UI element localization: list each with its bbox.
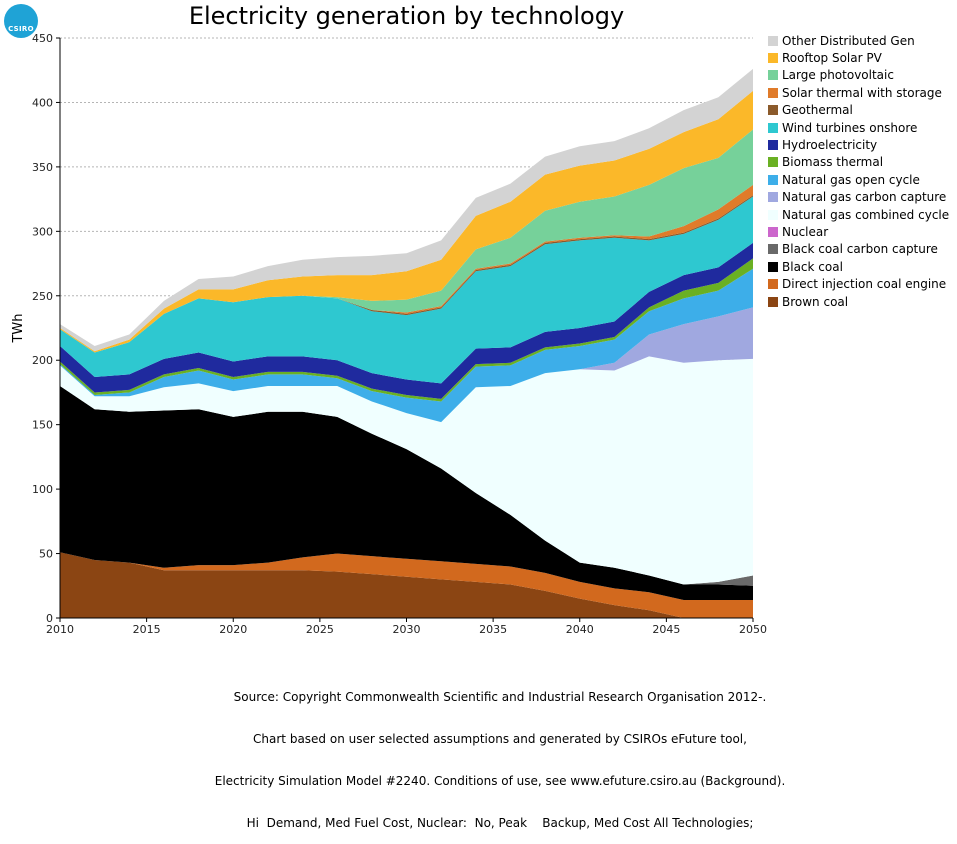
legend-label: Black coal [782,259,843,274]
legend-swatch [768,122,778,133]
logo-text: CSIRO [8,25,34,33]
legend-swatch [768,87,778,98]
legend-item: Natural gas carbon capture [768,189,956,206]
legend-label: Brown coal [782,294,849,309]
y-tick-label: 300 [32,225,53,238]
chart-area: 0 50 100 150 200 250 300 350 400 450 2010 2015 2020 2… [11,32,767,636]
x-tick-label: 2040 [566,623,594,636]
legend-swatch [768,209,778,220]
x-tick-label: 2025 [306,623,334,636]
area-series-8 [60,268,753,423]
legend-item: Other Distributed Gen [768,32,956,49]
legend-swatch [768,70,778,81]
y-axis-label: TWh [11,313,26,343]
source-line-4: Hi Demand, Med Fuel Cost, Nuclear: No, P… [246,816,754,830]
y-tick-label: 0 [46,612,53,625]
csiro-logo: CSIRO [4,4,38,38]
legend-swatch [768,226,778,237]
legend-item: Geothermal [768,102,956,119]
legend-swatch [768,53,778,64]
legend-label: Natural gas open cycle [782,172,920,187]
legend-label: Wind turbines onshore [782,120,918,135]
legend-label: Geothermal [782,103,853,118]
x-tick-label: 2045 [652,623,680,636]
legend-item: Brown coal [768,293,956,310]
legend-label: Nuclear [782,224,829,239]
legend-label: Natural gas carbon capture [782,190,947,205]
x-tick-label: 2020 [219,623,247,636]
x-tick-label: 2010 [46,623,74,636]
legend-item: Natural gas combined cycle [768,206,956,223]
legend-item: Large photovoltaic [768,67,956,84]
legend-item: Biomass thermal [768,154,956,171]
source-line-1: Source: Copyright Commonwealth Scientifi… [233,690,767,704]
legend-item: Direct injection coal engine [768,275,956,292]
legend-swatch [768,157,778,168]
legend-swatch [768,261,778,272]
legend-label: Biomass thermal [782,155,884,170]
y-tick-label: 100 [32,483,53,496]
legend-swatch [768,296,778,307]
legend-item: Black coal carbon capture [768,241,956,258]
legend: Other Distributed Gen Rooftop Solar PV Lar… [768,32,956,310]
source-line-2: Chart based on user selected assumptions… [253,732,747,746]
area-series-6 [60,356,753,585]
legend-item: Hydroelectricity [768,136,956,153]
area-series-16 [60,68,753,352]
x-tick-label: 2015 [133,623,161,636]
source-note: Source: Copyright Commonwealth Scientifi… [170,662,830,844]
x-tick-label: 2030 [393,623,421,636]
legend-label: Hydroelectricity [782,138,878,153]
y-tick-label: 350 [32,161,53,174]
y-tick-label: 250 [32,290,53,303]
legend-item: Wind turbines onshore [768,119,956,136]
legend-swatch [768,105,778,116]
legend-item: Black coal [768,258,956,275]
legend-swatch [768,279,778,290]
x-tick-label: 2050 [739,623,767,636]
chart-title: Electricity generation by technology [188,2,625,30]
legend-label: Rooftop Solar PV [782,51,882,66]
legend-label: Large photovoltaic [782,68,894,83]
legend-swatch [768,174,778,185]
legend-swatch [768,140,778,151]
area-series-2 [60,552,753,618]
y-tick-label: 200 [32,354,53,367]
legend-label: Natural gas combined cycle [782,207,950,222]
y-tick-label: 150 [32,419,53,432]
legend-item: Solar thermal with storage [768,84,956,101]
legend-label: Direct injection coal engine [782,277,947,292]
legend-item: Nuclear [768,223,956,240]
legend-swatch [768,244,778,255]
legend-item: Natural gas open cycle [768,171,956,188]
x-tick-label: 2035 [479,623,507,636]
area-series-10 [60,242,753,399]
area-series-14 [60,129,753,353]
area-series-7 [60,307,753,423]
source-line-3: Electricity Simulation Model #2240. Cond… [214,774,786,788]
legend-swatch [768,192,778,203]
area-series-11 [60,196,753,384]
legend-swatch [768,35,778,46]
y-tick-label: 450 [32,32,53,45]
legend-label: Other Distributed Gen [782,33,915,48]
area-series-1 [60,552,753,618]
legend-label: Black coal carbon capture [782,242,938,257]
y-tick-label: 50 [39,548,53,561]
legend-label: Solar thermal with storage [782,85,942,100]
y-tick-label: 400 [32,96,53,109]
area-series-3 [60,386,753,600]
legend-item: Rooftop Solar PV [768,49,956,66]
